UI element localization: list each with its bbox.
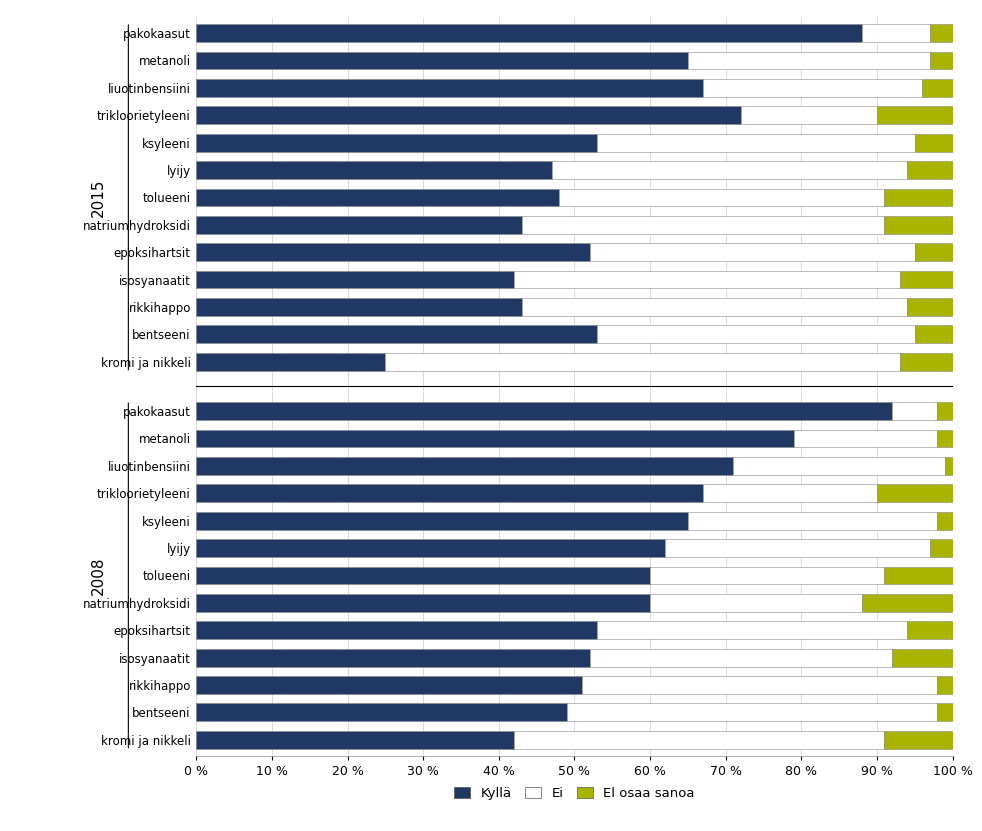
Bar	[196, 52, 687, 69]
Bar	[687, 52, 930, 69]
Bar	[196, 134, 597, 151]
Bar	[914, 326, 953, 343]
Bar	[196, 326, 597, 343]
Bar	[914, 134, 953, 151]
Bar	[740, 106, 877, 124]
Bar	[196, 353, 385, 371]
Bar	[914, 243, 953, 261]
Bar	[196, 161, 552, 179]
Bar	[196, 676, 582, 694]
Bar	[793, 430, 938, 447]
Legend: Kyllä, Ei, El osaa sanoa: Kyllä, Ei, El osaa sanoa	[449, 781, 700, 805]
Bar	[552, 161, 907, 179]
Bar	[589, 243, 914, 261]
Bar	[514, 731, 885, 749]
Bar	[196, 704, 567, 721]
Bar	[938, 430, 953, 447]
Bar	[650, 594, 862, 612]
Bar	[900, 271, 953, 288]
Bar	[650, 567, 885, 584]
Text: 2015: 2015	[90, 178, 106, 217]
Bar	[892, 649, 953, 666]
Bar	[196, 298, 521, 316]
Bar	[703, 79, 922, 96]
Bar	[930, 52, 953, 69]
Bar	[597, 134, 914, 151]
Bar	[196, 622, 597, 639]
Bar	[930, 539, 953, 557]
Bar	[597, 326, 914, 343]
Bar	[734, 457, 945, 475]
Bar	[597, 622, 907, 639]
Bar	[687, 512, 938, 529]
Bar	[862, 24, 930, 42]
Bar	[589, 649, 892, 666]
Bar	[196, 189, 560, 206]
Bar	[196, 457, 734, 475]
Bar	[196, 106, 740, 124]
Bar	[196, 216, 521, 234]
Bar	[196, 567, 650, 584]
Bar	[930, 24, 953, 42]
Bar	[196, 594, 650, 612]
Bar	[196, 539, 665, 557]
Bar	[196, 243, 589, 261]
Bar	[703, 484, 877, 502]
Bar	[892, 402, 938, 420]
Bar	[521, 298, 907, 316]
Bar	[196, 79, 703, 96]
Bar	[885, 216, 953, 234]
Bar	[907, 161, 953, 179]
Bar	[196, 430, 793, 447]
Bar	[907, 622, 953, 639]
Bar	[196, 731, 514, 749]
Bar	[665, 539, 930, 557]
Bar	[907, 298, 953, 316]
Bar	[938, 512, 953, 529]
Bar	[196, 271, 514, 288]
Bar	[582, 676, 938, 694]
Bar	[560, 189, 885, 206]
Bar	[938, 704, 953, 721]
Bar	[862, 594, 953, 612]
Bar	[385, 353, 900, 371]
Bar	[196, 512, 687, 529]
Bar	[196, 402, 892, 420]
Bar	[877, 106, 953, 124]
Bar	[521, 216, 885, 234]
Text: 2008: 2008	[90, 556, 106, 595]
Bar	[885, 189, 953, 206]
Bar	[196, 484, 703, 502]
Bar	[938, 402, 953, 420]
Bar	[567, 704, 938, 721]
Bar	[196, 24, 862, 42]
Bar	[945, 457, 953, 475]
Bar	[885, 731, 953, 749]
Bar	[900, 353, 953, 371]
Bar	[938, 676, 953, 694]
Bar	[877, 484, 953, 502]
Bar	[885, 567, 953, 584]
Bar	[922, 79, 953, 96]
Bar	[514, 271, 900, 288]
Bar	[196, 649, 589, 666]
